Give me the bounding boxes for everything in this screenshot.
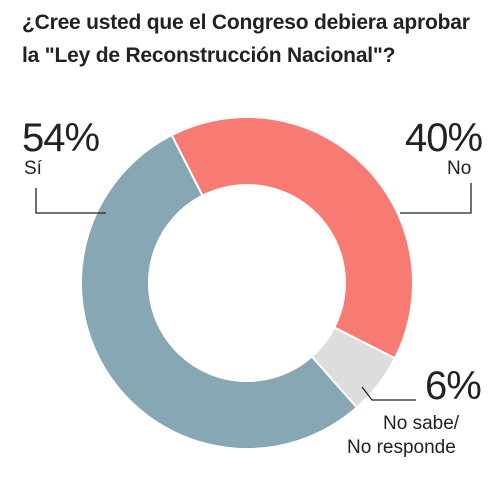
leader-line-ns xyxy=(361,386,416,401)
leader-line-no xyxy=(400,183,472,214)
leader-line-si xyxy=(35,188,106,214)
slice-label-no: No xyxy=(447,158,472,179)
slice-label-ns-line2: No responde xyxy=(347,437,456,458)
slice-si xyxy=(80,133,359,450)
slice-no xyxy=(170,116,414,360)
slice-label-ns-line1: No sabe/ xyxy=(383,413,460,434)
slice-label-si: Sí xyxy=(24,158,42,179)
slice-value-ns: 6% xyxy=(425,364,482,408)
slice-value-no: 40% xyxy=(405,116,483,160)
chart-title: ¿Cree usted que el Congreso debiera apro… xyxy=(22,11,470,67)
slice-value-si: 54% xyxy=(22,116,100,160)
